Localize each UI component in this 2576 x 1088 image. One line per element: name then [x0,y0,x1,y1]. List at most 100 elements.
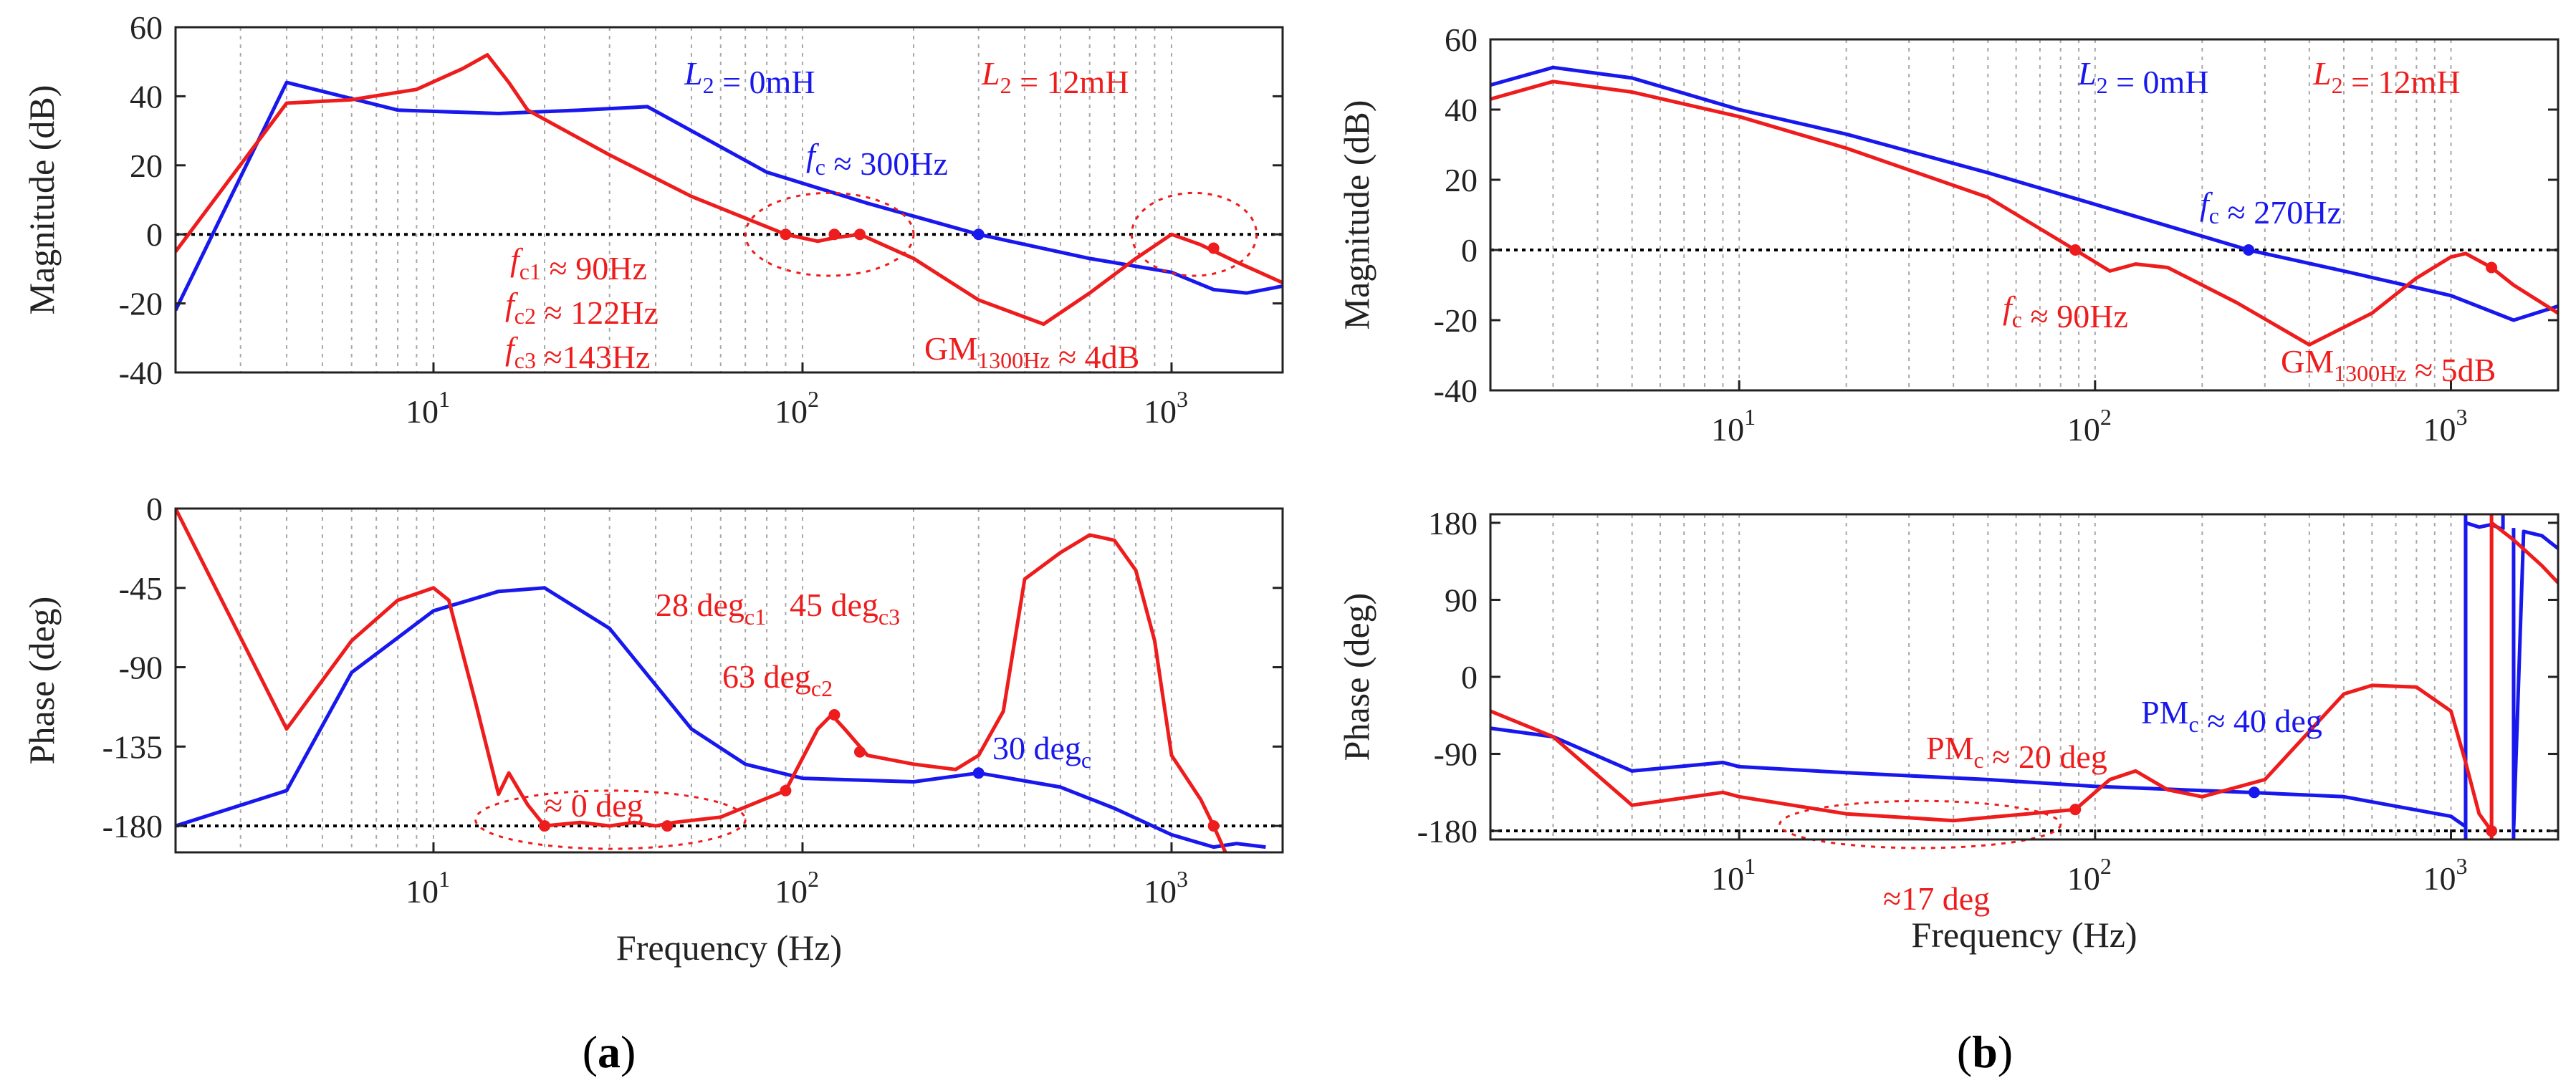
plot-frame [174,26,1284,374]
annotation-leg_blue: L2 = 0mH [2077,55,2209,100]
y-tick-label: 40 [1445,92,1478,128]
x-tick-label: 101 [406,386,450,430]
x-tick-label: 103 [1144,866,1188,910]
data-marker [828,228,841,241]
data-marker [780,784,792,796]
data-marker [539,820,550,832]
highlight-ellipse [744,191,915,277]
plot-frame [174,507,1284,854]
y-axis-label: Magnitude (dB) [1336,100,1376,330]
y-tick-label: -180 [102,808,163,844]
x-tick-label: 101 [1711,404,1756,448]
series-line [1490,514,2558,839]
y-tick-label: 0 [146,491,163,527]
data-marker [661,820,674,832]
data-marker [853,746,866,758]
x-tick-label: 103 [1144,386,1188,430]
y-tick-label: 0 [146,216,163,253]
data-marker [1207,242,1220,254]
y-tick-label: 40 [130,78,163,115]
annotation-pm_blue: PMc ≈ 40 deg [2141,694,2322,739]
series-line [1490,65,2558,322]
annotation-p30: 30 degc [992,730,1091,773]
x-axis-label: Frequency (Hz) [616,928,842,968]
chart-a-phase: -180 -135 -90 -45 0 101 102 103 Phase (deg) Frequ… [21,491,1284,968]
y-tick-label: -40 [1434,372,1478,409]
annotation-fc: fc ≈ 300Hz [806,137,948,182]
annotation-fc3: fc3 ≈143Hz [505,330,650,375]
data-marker [2069,804,2082,816]
data-marker [2248,786,2260,799]
series-line [176,586,1266,849]
x-tick-label: 101 [1711,853,1756,897]
annotation-fc2: fc2 ≈ 122Hz [505,286,659,331]
annotation-gm: GM1300Hz ≈ 4dB [924,330,1139,375]
x-tick-label: 103 [2423,404,2467,448]
data-marker [2486,825,2498,837]
y-axis-label: Magnitude (dB) [21,85,62,315]
y-tick-label: -90 [119,650,163,686]
y-axis-label: Phase (deg) [21,597,62,765]
y-tick-label: -20 [119,286,163,322]
chart-b-phase: -180 -90 0 90 180 101 102 103 Phase (deg) Frequen… [1336,505,2560,955]
x-tick-label: 102 [2067,853,2112,897]
series-line [1490,80,2558,347]
x-axis-label: Frequency (Hz) [1911,915,2137,955]
highlight-ellipse [474,789,747,850]
x-tick-label: 102 [775,866,819,910]
y-tick-label: 180 [1428,505,1478,541]
y-tick-label: 20 [1445,162,1478,198]
annotation-p0: ≈ 0 deg [545,787,643,824]
series-line [1490,514,2558,839]
annotation-leg_red: L2 = 12mH [981,55,1129,100]
data-marker [828,709,841,721]
highlight-ellipse [1778,799,2062,849]
data-marker [2486,261,2498,274]
y-tick-label: -180 [1417,813,1478,849]
annotation-p45: 45 degc3 [790,587,900,630]
annotation-fc1: fc1 ≈ 90Hz [510,241,647,287]
y-tick-label: -20 [1434,302,1478,339]
data-marker [853,228,866,241]
x-tick-label: 101 [406,866,450,910]
series-line [176,80,1283,312]
annotation-leg_red: L2 = 12mH [2312,55,2461,100]
y-axis-label: Phase (deg) [1336,593,1376,761]
data-marker [2243,244,2255,256]
y-tick-label: 90 [1445,582,1478,618]
series-line [176,509,1227,852]
plot-frame [1489,513,2560,841]
y-tick-label: 0 [1461,659,1478,695]
data-marker [1207,820,1220,832]
data-marker [780,228,792,241]
y-tick-label: -40 [119,355,163,391]
annotation-p17: ≈17 deg [1883,880,1990,917]
x-tick-label: 103 [2423,853,2467,897]
annotation-fcr: fc ≈ 90Hz [2003,289,2128,334]
panel-label-b: (b) [1957,1026,2013,1077]
y-tick-label: -45 [119,570,163,607]
plot-frame [1489,38,2560,392]
y-tick-label: 0 [1461,232,1478,269]
chart-a-magnitude: -40 -20 0 20 40 60 101 102 103 Magnitude (dB) L2 =… [21,9,1284,430]
y-tick-label: 60 [130,9,163,46]
panel-label-a: (a) [583,1026,636,1077]
data-marker [972,767,985,779]
series-line [176,53,1283,326]
annotation-p28: 28 degc1 [656,587,766,630]
x-tick-label: 102 [2067,404,2112,448]
y-tick-label: 60 [1445,21,1478,58]
x-tick-label: 102 [775,386,819,430]
data-marker [2069,244,2082,256]
chart-b-magnitude: -40 -20 0 20 40 60 101 102 103 Magnitude (dB) L2 =… [1336,21,2560,448]
highlight-ellipse [1130,191,1258,277]
y-tick-label: 20 [130,148,163,184]
y-tick-label: -90 [1434,736,1478,773]
y-tick-label: -135 [102,728,163,765]
annotation-gm: GM1300Hz ≈ 5dB [2281,343,2496,388]
annotation-p63: 63 degc2 [722,658,833,701]
annotation-fc: fc ≈ 270Hz [2200,186,2342,231]
annotation-pm_red: PMc ≈ 20 deg [1926,730,2107,775]
